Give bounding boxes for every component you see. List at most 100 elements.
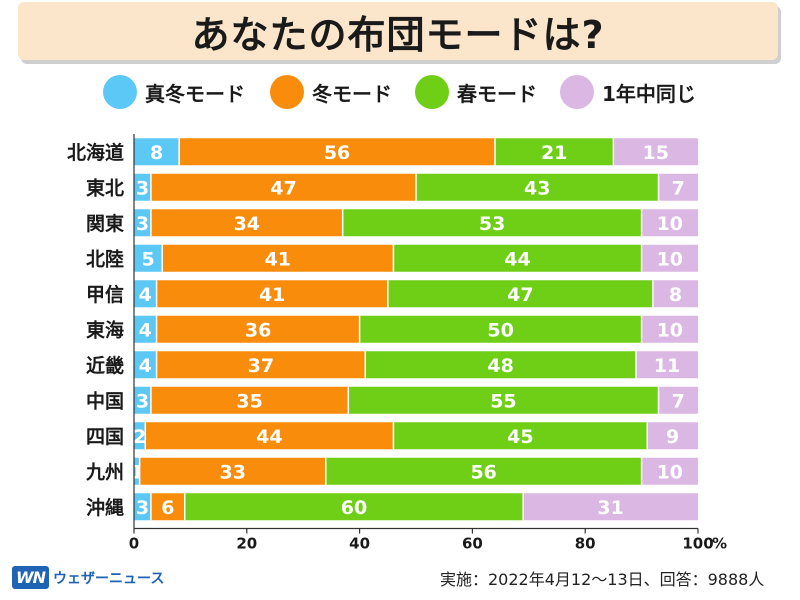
category-label: 九州 bbox=[85, 461, 124, 483]
legend-swatch bbox=[270, 75, 304, 109]
data-label: 10 bbox=[657, 248, 683, 270]
data-label: 10 bbox=[657, 213, 683, 235]
data-label: 31 bbox=[597, 497, 623, 519]
data-label: 36 bbox=[245, 319, 271, 341]
bar-segment bbox=[145, 422, 394, 450]
bar-segment bbox=[387, 280, 653, 308]
bar-segment bbox=[647, 422, 698, 450]
bar-segment bbox=[134, 315, 157, 343]
data-label: 37 bbox=[248, 355, 274, 377]
legend-item-winter: 冬モード bbox=[270, 75, 392, 109]
bar-segment bbox=[139, 457, 326, 485]
data-label: 55 bbox=[490, 390, 516, 412]
data-label: 53 bbox=[479, 213, 505, 235]
data-label: 10 bbox=[657, 319, 683, 341]
bar-segment bbox=[134, 209, 151, 237]
data-label: 43 bbox=[524, 177, 550, 199]
bar-segment bbox=[150, 173, 417, 201]
category-label: 沖縄 bbox=[86, 496, 124, 519]
legend-item-spring: 春モード bbox=[415, 75, 537, 109]
data-label: 41 bbox=[259, 284, 285, 306]
category-label: 北陸 bbox=[86, 247, 124, 270]
survey-credit: 実施：2022年4月12～13日、回答：9888人 bbox=[440, 570, 765, 589]
bar-segment bbox=[184, 493, 524, 521]
data-label: 60 bbox=[341, 497, 367, 519]
category-label: 近畿 bbox=[86, 354, 124, 377]
bar-segment bbox=[635, 351, 698, 379]
data-label: 4 bbox=[139, 284, 152, 306]
bar-segment bbox=[134, 493, 151, 521]
data-label: 11 bbox=[654, 355, 680, 377]
x-tick-label: 20 bbox=[236, 535, 257, 553]
bar-segment bbox=[156, 280, 388, 308]
bar-segment bbox=[641, 457, 698, 485]
bar-segment bbox=[641, 244, 698, 272]
data-label: 8 bbox=[669, 284, 682, 306]
data-label: 45 bbox=[507, 426, 533, 448]
data-label: 2 bbox=[133, 426, 146, 448]
data-label: 21 bbox=[541, 142, 567, 164]
category-label: 関東 bbox=[86, 212, 124, 235]
legend-label: 1年中同じ bbox=[602, 81, 696, 106]
bar-segment bbox=[359, 315, 642, 343]
bar-segment bbox=[342, 209, 642, 237]
bar-segment bbox=[134, 244, 163, 272]
bar-segment bbox=[150, 386, 349, 414]
category-label: 甲信 bbox=[86, 283, 124, 306]
data-label: 3 bbox=[136, 497, 149, 519]
bar-segment bbox=[523, 493, 698, 521]
data-label: 44 bbox=[504, 248, 530, 270]
data-label: 6 bbox=[161, 497, 174, 519]
legend-label: 真冬モード bbox=[145, 81, 245, 106]
category-label: 東北 bbox=[86, 176, 124, 199]
data-label: 3 bbox=[136, 390, 149, 412]
bar-segment bbox=[641, 209, 698, 237]
bar-segment bbox=[365, 351, 636, 379]
bar-segment bbox=[393, 244, 642, 272]
data-label: 9 bbox=[666, 426, 679, 448]
x-tick-label: 80 bbox=[575, 535, 596, 553]
data-label: 3 bbox=[136, 213, 149, 235]
x-tick-label: 0 bbox=[129, 535, 139, 553]
bar-segment bbox=[134, 386, 151, 414]
data-label: 3 bbox=[136, 177, 149, 199]
data-label: 35 bbox=[236, 390, 262, 412]
bar-segment bbox=[134, 173, 151, 201]
data-label: 47 bbox=[507, 284, 533, 306]
bar-segment bbox=[150, 493, 185, 521]
bar-segment bbox=[156, 351, 366, 379]
bar-segment bbox=[494, 138, 614, 166]
weathernews-logo: WN ウェザーニュース bbox=[12, 566, 164, 589]
data-label: 7 bbox=[672, 177, 685, 199]
legend-item-year-round: 1年中同じ bbox=[560, 75, 696, 109]
data-label: 4 bbox=[139, 355, 152, 377]
legend-label: 春モード bbox=[457, 81, 537, 106]
bar-segment bbox=[162, 244, 394, 272]
x-tick-label: 60 bbox=[462, 535, 483, 553]
bar-segment bbox=[658, 386, 698, 414]
bar-segment bbox=[652, 280, 698, 308]
legend: 真冬モード 冬モード 春モード 1年中同じ bbox=[0, 68, 800, 118]
legend-item-deep-winter: 真冬モード bbox=[103, 75, 245, 109]
bar-segment bbox=[348, 386, 659, 414]
x-axis-unit: % bbox=[712, 535, 727, 553]
bar-segment bbox=[150, 209, 343, 237]
legend-swatch bbox=[103, 75, 137, 109]
bar-segment bbox=[641, 315, 698, 343]
data-label: 7 bbox=[672, 390, 685, 412]
logo-mark: WN bbox=[12, 566, 50, 589]
bar-segment bbox=[613, 138, 698, 166]
category-label: 東海 bbox=[86, 318, 124, 341]
data-label: 50 bbox=[487, 319, 513, 341]
data-label: 8 bbox=[150, 142, 163, 164]
data-label: 44 bbox=[256, 426, 282, 448]
bar-segment bbox=[658, 173, 698, 201]
data-label: 41 bbox=[265, 248, 291, 270]
data-label: 56 bbox=[470, 461, 496, 483]
data-label: 56 bbox=[324, 142, 350, 164]
data-label: 33 bbox=[219, 461, 245, 483]
category-label: 北海道 bbox=[67, 141, 124, 164]
data-label: 15 bbox=[642, 142, 668, 164]
bar-segment bbox=[134, 422, 146, 450]
